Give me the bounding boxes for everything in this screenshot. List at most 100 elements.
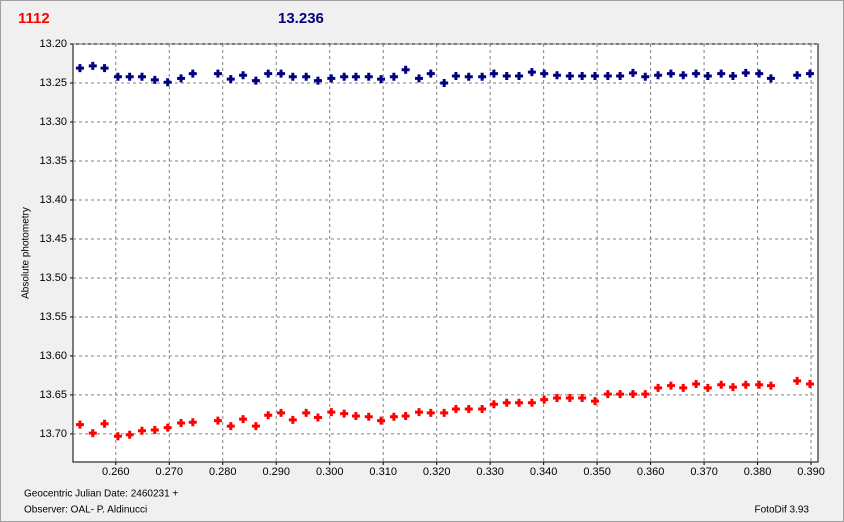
software: FotoDif 3.93	[755, 505, 810, 516]
data-point	[340, 72, 349, 81]
x-tick-label: 0.390	[797, 466, 825, 478]
data-point	[351, 72, 360, 81]
y-tick-label: 13.30	[39, 116, 67, 128]
data-point	[603, 390, 612, 399]
data-point	[464, 72, 473, 81]
data-point	[377, 75, 386, 84]
x-axis-label: Geocentric Julian Date: 2460231 +	[24, 489, 178, 500]
data-point	[440, 78, 449, 87]
x-tick-label: 0.310	[369, 466, 397, 478]
data-point	[137, 426, 146, 435]
data-point	[313, 76, 322, 85]
data-point	[654, 71, 663, 80]
x-tick-label: 0.320	[423, 466, 451, 478]
data-point	[327, 408, 336, 417]
data-point	[766, 381, 775, 390]
data-point	[351, 411, 360, 420]
data-point	[679, 383, 688, 392]
data-point	[553, 71, 562, 80]
data-point	[766, 74, 775, 83]
data-point	[728, 71, 737, 80]
y-tick-label: 13.25	[39, 77, 67, 89]
data-point	[540, 69, 549, 78]
data-point	[478, 72, 487, 81]
data-point	[527, 68, 536, 77]
series-label: 1112	[18, 10, 50, 27]
data-point	[793, 376, 802, 385]
data-point	[540, 395, 549, 404]
data-point	[590, 71, 599, 80]
data-point	[703, 383, 712, 392]
x-tick-label: 0.260	[102, 466, 130, 478]
data-point	[679, 71, 688, 80]
data-point	[415, 408, 424, 417]
data-point	[277, 69, 286, 78]
data-point	[113, 72, 122, 81]
data-point	[426, 408, 435, 417]
data-point	[277, 408, 286, 417]
data-point	[288, 72, 297, 81]
x-tick-label: 0.360	[637, 466, 665, 478]
data-point	[741, 68, 750, 77]
data-point	[137, 72, 146, 81]
data-point	[177, 419, 186, 428]
x-tick-label: 0.340	[530, 466, 558, 478]
y-tick-label: 13.70	[39, 428, 67, 440]
data-point	[717, 69, 726, 78]
data-point	[251, 422, 260, 431]
data-point	[113, 432, 122, 441]
data-point	[590, 397, 599, 406]
data-point	[239, 415, 248, 424]
data-point	[163, 423, 172, 432]
data-point	[188, 418, 197, 427]
data-point	[515, 71, 524, 80]
data-point	[75, 420, 84, 429]
data-point	[489, 69, 498, 78]
data-point	[389, 72, 398, 81]
x-tick-label: 0.270	[156, 466, 184, 478]
data-point	[188, 69, 197, 78]
y-tick-label: 13.65	[39, 389, 67, 401]
y-tick-label: 13.50	[39, 272, 67, 284]
data-point	[527, 398, 536, 407]
data-point	[641, 390, 650, 399]
data-point	[364, 72, 373, 81]
data-point	[302, 72, 311, 81]
data-point	[150, 75, 159, 84]
data-point	[364, 412, 373, 421]
x-tick-label: 0.380	[744, 466, 772, 478]
data-point	[226, 75, 235, 84]
data-point	[603, 71, 612, 80]
data-point	[440, 408, 449, 417]
y-tick-label: 13.40	[39, 194, 67, 206]
data-point	[502, 398, 511, 407]
data-point	[302, 408, 311, 417]
data-point	[666, 381, 675, 390]
data-point	[264, 69, 273, 78]
data-point	[553, 394, 562, 403]
data-point	[125, 430, 134, 439]
data-point	[401, 411, 410, 420]
data-point	[641, 72, 650, 81]
observer: Observer: OAL- P. Aldinucci	[24, 505, 147, 516]
y-tick-label: 13.35	[39, 155, 67, 167]
data-point	[578, 71, 587, 80]
data-point	[163, 78, 172, 87]
data-point	[616, 71, 625, 80]
x-tick-label: 0.370	[690, 466, 718, 478]
data-point	[654, 383, 663, 392]
data-point	[478, 404, 487, 413]
data-point	[415, 74, 424, 83]
data-point	[692, 380, 701, 389]
data-point	[213, 69, 222, 78]
data-point	[426, 69, 435, 78]
data-point	[515, 398, 524, 407]
data-point	[451, 404, 460, 413]
y-tick-label: 13.45	[39, 233, 67, 245]
data-point	[100, 64, 109, 73]
data-point	[628, 68, 637, 77]
x-tick-label: 0.290	[262, 466, 290, 478]
data-point	[703, 71, 712, 80]
data-point	[464, 404, 473, 413]
